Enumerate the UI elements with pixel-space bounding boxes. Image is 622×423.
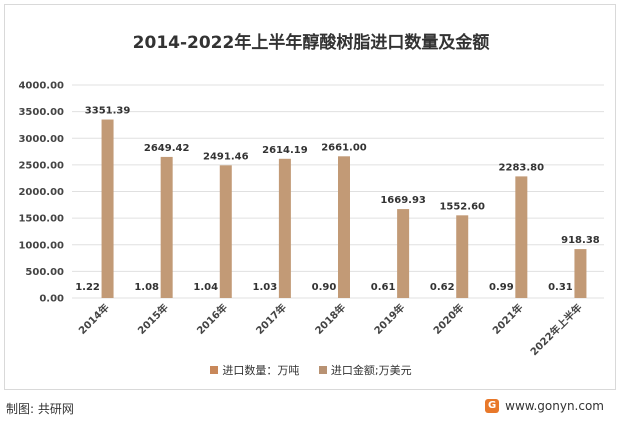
bar-amount [338, 156, 350, 298]
data-label-qty: 1.08 [134, 282, 159, 293]
x-axis-labels: 2014年 2015年 2016年 2017年 2018年 2019年 2020年 2021年… [76, 301, 585, 358]
data-label-amount: 2283.80 [499, 162, 545, 173]
bar-amount [515, 176, 528, 298]
bar-amount [574, 249, 587, 298]
x-tick-label: 2015年 [135, 301, 171, 337]
legend-swatch-qty [210, 366, 219, 374]
data-label-qty: 1.04 [193, 282, 218, 293]
data-label-qty: 0.99 [489, 282, 514, 293]
chart-title: 2014-2022年上半年醇酸树脂进口数量及金额 [132, 33, 490, 53]
data-label-amount: 2661.00 [321, 142, 367, 153]
y-tick-label: 3000.00 [18, 134, 64, 145]
website-url: www.gonyn.com [505, 399, 604, 413]
data-label-qty: 1.22 [75, 282, 100, 293]
bar-amount [160, 156, 173, 298]
website-credit: G www.gonyn.com [485, 399, 604, 413]
y-tick-label: 2500.00 [18, 160, 64, 171]
x-tick-label: 2018年 [312, 301, 348, 337]
data-label-qty: 0.61 [371, 282, 396, 293]
data-label-amount: 2649.42 [144, 143, 190, 154]
data-label-amount: 1669.93 [380, 195, 426, 206]
data-label-qty: 0.90 [312, 282, 337, 293]
legend-label-amount: 进口金额;万美元 [330, 364, 412, 377]
data-label-amount: 2491.46 [203, 151, 249, 162]
x-tick-label: 2014年 [76, 301, 112, 337]
bar-amount [219, 165, 232, 298]
y-tick-label: 1500.00 [18, 214, 64, 225]
y-axis-ticks: 0.00 500.00 1000.00 1500.00 2000.00 2500.00 30… [18, 81, 64, 305]
y-tick-label: 500.00 [25, 267, 64, 278]
legend-label-qty: 进口数量：万吨 [222, 364, 300, 377]
bar-amount [278, 158, 291, 298]
bar-amount [397, 209, 410, 298]
y-tick-label: 2000.00 [18, 187, 64, 198]
y-tick-label: 0.00 [39, 294, 64, 305]
x-tick-label: 2017年 [253, 301, 289, 337]
data-label-qty: 0.31 [548, 282, 573, 293]
data-label-amount: 2614.19 [262, 145, 308, 156]
y-tick-label: 1000.00 [18, 240, 64, 251]
data-label-qty: 1.03 [253, 282, 278, 293]
bar-amount [101, 119, 114, 298]
data-label-amount: 918.38 [561, 235, 600, 246]
y-tick-label: 4000.00 [18, 81, 64, 92]
x-tick-label: 2022年上半年 [527, 301, 584, 358]
gonyn-logo-icon: G [485, 399, 500, 413]
data-label-qty: 0.62 [430, 282, 455, 293]
data-label-amount: 1552.60 [439, 201, 485, 212]
x-tick-label: 2016年 [194, 301, 230, 337]
x-tick-label: 2019年 [371, 301, 407, 337]
data-label-amount: 3351.39 [85, 106, 131, 117]
y-tick-label: 3500.00 [18, 107, 64, 118]
x-tick-label: 2021年 [490, 301, 526, 337]
legend: 进口数量：万吨 进口金额;万美元 [0, 362, 622, 378]
legend-item-amount: 进口金额;万美元 [318, 362, 412, 378]
legend-swatch-amount [318, 366, 327, 374]
bars [101, 119, 587, 298]
source-credit: 制图: 共研网 [6, 402, 74, 416]
bar-amount [456, 215, 469, 298]
data-labels: 3351.39 1.22 2649.42 1.08 2491.46 1.04 2614.19… [75, 106, 600, 293]
legend-item-qty: 进口数量：万吨 [210, 362, 299, 378]
x-tick-label: 2020年 [430, 301, 466, 337]
